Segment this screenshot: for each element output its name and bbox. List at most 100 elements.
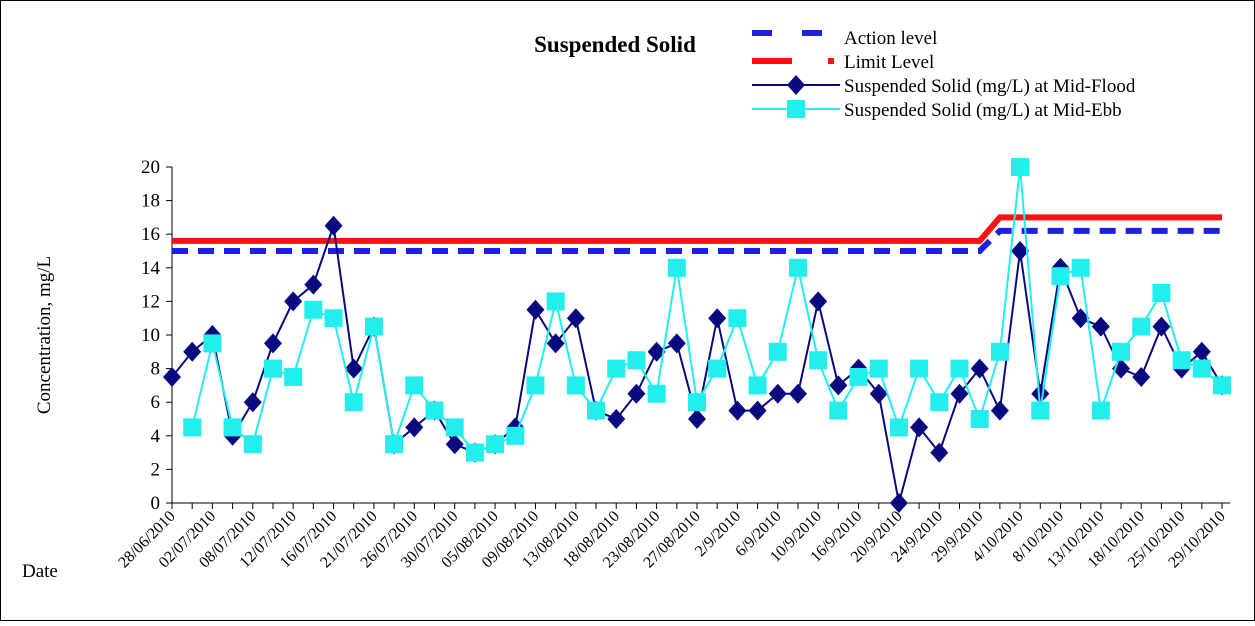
marker	[688, 393, 706, 412]
marker	[506, 426, 525, 445]
marker	[566, 376, 585, 395]
y-tick-label: 10	[141, 325, 160, 346]
marker	[405, 417, 424, 438]
marker	[1172, 351, 1191, 370]
marker	[465, 443, 484, 462]
marker	[243, 435, 262, 454]
marker	[263, 333, 282, 354]
marker	[627, 351, 646, 370]
marker	[708, 359, 727, 378]
marker	[1071, 308, 1090, 329]
marker	[304, 274, 323, 295]
marker	[587, 401, 606, 420]
marker	[284, 368, 303, 386]
marker	[647, 384, 666, 403]
marker	[708, 308, 727, 329]
marker	[1132, 367, 1151, 387]
marker	[223, 418, 242, 437]
marker	[748, 376, 767, 395]
marker	[324, 215, 343, 236]
marker	[950, 359, 969, 378]
x-axis-label: Date	[22, 561, 58, 582]
marker	[869, 383, 888, 404]
marker	[1192, 359, 1211, 378]
y-tick-label: 2	[151, 459, 161, 480]
marker	[1132, 317, 1151, 336]
marker	[829, 375, 848, 396]
marker	[688, 409, 706, 429]
marker	[445, 418, 464, 437]
marker	[324, 309, 343, 328]
y-tick-label: 16	[141, 224, 160, 245]
y-axis-label: Concentration, mg/L	[34, 256, 55, 414]
marker	[1011, 241, 1030, 261]
marker	[1091, 401, 1110, 420]
marker	[163, 367, 181, 387]
series-line	[172, 227, 1222, 254]
marker	[809, 291, 828, 312]
marker	[1112, 342, 1131, 361]
marker	[1031, 401, 1050, 420]
y-tick-label: 20	[141, 157, 160, 178]
marker	[950, 383, 969, 404]
marker	[930, 393, 949, 412]
marker	[1071, 258, 1090, 277]
marker	[1192, 341, 1211, 362]
marker	[385, 435, 404, 454]
marker	[243, 392, 262, 413]
legend-label: Suspended Solid (mg/L) at Mid-Ebb	[844, 100, 1122, 121]
marker	[788, 258, 807, 277]
marker	[546, 333, 565, 354]
marker	[910, 417, 929, 438]
legend-marker	[787, 75, 805, 95]
marker	[445, 434, 464, 455]
marker	[667, 333, 686, 354]
marker	[1213, 376, 1231, 395]
marker	[869, 359, 888, 378]
marker	[990, 342, 1009, 361]
marker	[768, 383, 787, 404]
legend-label: Limit Level	[844, 52, 934, 73]
marker	[627, 383, 646, 404]
marker	[364, 317, 383, 336]
y-tick-label: 6	[151, 392, 161, 413]
y-tick-label: 0	[151, 493, 161, 514]
marker	[990, 400, 1009, 421]
marker	[1091, 316, 1110, 337]
marker	[889, 493, 908, 513]
y-tick-label: 8	[151, 359, 161, 380]
marker	[607, 409, 626, 429]
marker	[667, 258, 686, 277]
marker	[1011, 158, 1030, 176]
marker	[486, 435, 505, 454]
marker	[425, 401, 444, 420]
marker	[728, 309, 747, 328]
marker	[566, 308, 585, 329]
marker	[344, 358, 363, 379]
marker	[809, 351, 828, 370]
marker	[284, 291, 303, 312]
series-line	[172, 214, 1222, 244]
marker	[728, 400, 747, 421]
marker	[1031, 383, 1050, 404]
marker	[647, 341, 666, 362]
y-tick-label: 18	[141, 191, 160, 212]
marker	[344, 393, 363, 412]
marker	[304, 300, 323, 319]
marker	[183, 341, 202, 362]
y-tick-label: 14	[141, 258, 161, 279]
marker	[910, 359, 929, 378]
marker	[1051, 267, 1070, 286]
marker	[829, 401, 848, 420]
marker	[607, 359, 626, 378]
marker	[183, 418, 202, 437]
marker	[1152, 284, 1171, 302]
marker	[263, 359, 282, 378]
legend-label: Suspended Solid (mg/L) at Mid-Flood	[844, 76, 1136, 97]
marker	[748, 400, 767, 421]
marker	[849, 368, 868, 386]
marker	[788, 383, 807, 404]
marker	[970, 410, 989, 428]
